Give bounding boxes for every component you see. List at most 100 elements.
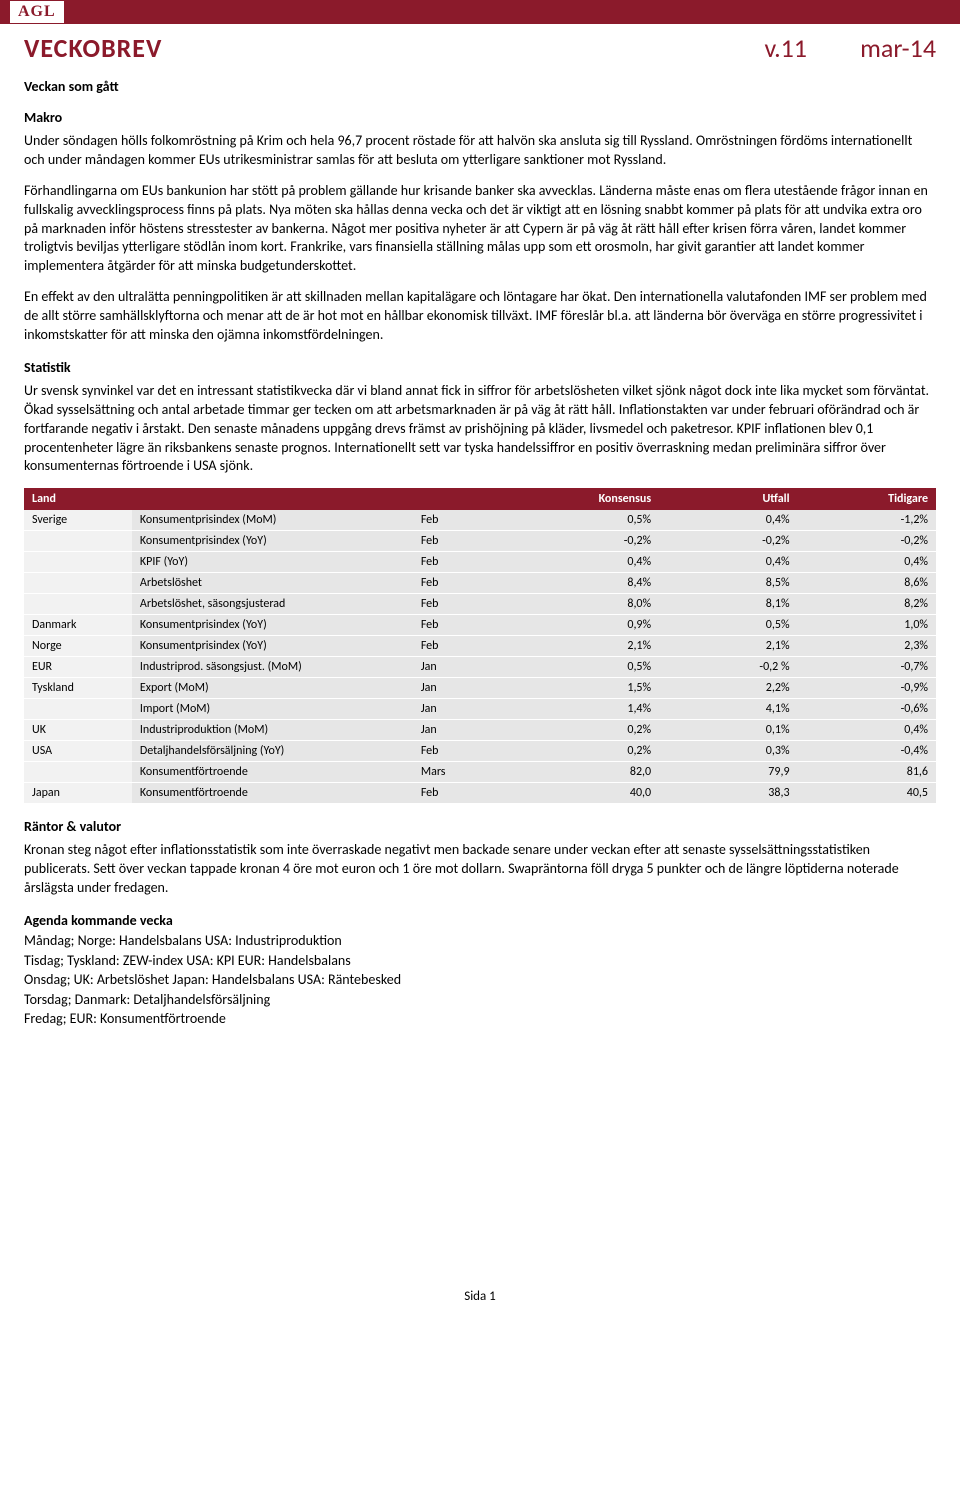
table-cell: 0,4%	[798, 552, 936, 573]
col-konsensus: Konsensus	[490, 488, 659, 510]
section-rantor-header: Räntor & valutor	[24, 818, 936, 835]
table-cell: -0,7%	[798, 657, 936, 678]
table-cell: Konsumentprisindex (YoY)	[132, 636, 413, 657]
document-header: VECKOBREV v.11 mar-14	[24, 32, 936, 64]
table-header-row: Land Konsensus Utfall Tidigare	[24, 488, 936, 510]
table-row: JapanKonsumentförtroendeFeb40,038,340,5	[24, 783, 936, 804]
table-cell: Feb	[413, 531, 490, 552]
col-tidigare: Tidigare	[798, 488, 936, 510]
table-cell: Industriprod. säsongsjust. (MoM)	[132, 657, 413, 678]
table-row: KPIF (YoY)Feb0,4%0,4%0,4%	[24, 552, 936, 573]
table-cell	[24, 699, 132, 720]
table-cell: Arbetslöshet, säsongsjusterad	[132, 594, 413, 615]
table-cell: Jan	[413, 657, 490, 678]
section-statistik-header: Statistik	[24, 359, 936, 376]
table-cell: Danmark	[24, 615, 132, 636]
table-cell: UK	[24, 720, 132, 741]
table-cell: Feb	[413, 573, 490, 594]
table-cell: Konsumentprisindex (MoM)	[132, 510, 413, 531]
table-cell: 79,9	[659, 762, 797, 783]
col-utfall: Utfall	[659, 488, 797, 510]
table-cell: 40,5	[798, 783, 936, 804]
table-cell: Tyskland	[24, 678, 132, 699]
table-cell: 0,5%	[490, 510, 659, 531]
table-cell: 0,5%	[659, 615, 797, 636]
statistik-paragraph: Ur svensk synvinkel var det en intressan…	[24, 382, 936, 476]
table-cell: USA	[24, 741, 132, 762]
table-cell: Feb	[413, 741, 490, 762]
table-cell: 81,6	[798, 762, 936, 783]
table-cell: -0,2 %	[659, 657, 797, 678]
header-bar: AGL	[0, 0, 960, 24]
table-cell: Arbetslöshet	[132, 573, 413, 594]
makro-paragraph-3: En effekt av den ultralätta penningpolit…	[24, 288, 936, 345]
table-cell: 0,5%	[490, 657, 659, 678]
table-cell: Export (MoM)	[132, 678, 413, 699]
table-cell: 0,1%	[659, 720, 797, 741]
section-makro-header: Makro	[24, 109, 936, 126]
table-cell: 2,1%	[659, 636, 797, 657]
rantor-paragraph: Kronan steg något efter inflationsstatis…	[24, 841, 936, 898]
table-cell: Konsumentförtroende	[132, 783, 413, 804]
table-cell: 4,1%	[659, 699, 797, 720]
table-cell: -1,2%	[798, 510, 936, 531]
table-cell: Konsumentprisindex (YoY)	[132, 615, 413, 636]
agenda-line: Måndag; Norge: Handelsbalans USA: Indust…	[24, 931, 936, 951]
table-cell: Jan	[413, 720, 490, 741]
table-cell: 40,0	[490, 783, 659, 804]
table-cell: 38,3	[659, 783, 797, 804]
table-row: Arbetslöshet, säsongsjusteradFeb8,0%8,1%…	[24, 594, 936, 615]
table-cell: Feb	[413, 594, 490, 615]
col-land: Land	[24, 488, 132, 510]
table-cell: Jan	[413, 699, 490, 720]
table-cell: 8,6%	[798, 573, 936, 594]
statistics-table: Land Konsensus Utfall Tidigare SverigeKo…	[24, 488, 936, 804]
table-cell	[24, 552, 132, 573]
table-row: SverigeKonsumentprisindex (MoM)Feb0,5%0,…	[24, 510, 936, 531]
table-cell: 1,0%	[798, 615, 936, 636]
table-row: DanmarkKonsumentprisindex (YoY)Feb0,9%0,…	[24, 615, 936, 636]
table-cell: Feb	[413, 510, 490, 531]
table-row: TysklandExport (MoM)Jan1,5%2,2%-0,9%	[24, 678, 936, 699]
agenda-list: Måndag; Norge: Handelsbalans USA: Indust…	[24, 931, 936, 1029]
logo: AGL	[10, 1, 64, 23]
table-cell: -0,2%	[490, 531, 659, 552]
page-content: VECKOBREV v.11 mar-14 Veckan som gått Ma…	[0, 24, 960, 1324]
table-cell: 0,2%	[490, 720, 659, 741]
agenda-line: Onsdag; UK: Arbetslöshet Japan: Handelsb…	[24, 970, 936, 990]
table-row: KonsumentförtroendeMars82,079,981,6	[24, 762, 936, 783]
table-cell: Jan	[413, 678, 490, 699]
table-cell: 1,4%	[490, 699, 659, 720]
table-cell: 0,4%	[659, 510, 797, 531]
agenda-line: Torsdag; Danmark: Detaljhandelsförsäljni…	[24, 990, 936, 1010]
makro-paragraph-2: Förhandlingarna om EUs bankunion har stö…	[24, 182, 936, 276]
table-cell: -0,2%	[798, 531, 936, 552]
table-row: EURIndustriprod. säsongsjust. (MoM)Jan0,…	[24, 657, 936, 678]
table-cell: Feb	[413, 552, 490, 573]
table-cell	[24, 573, 132, 594]
section-agenda-header: Agenda kommande vecka	[24, 912, 936, 929]
table-row: Konsumentprisindex (YoY)Feb-0,2%-0,2%-0,…	[24, 531, 936, 552]
table-cell: 0,4%	[659, 552, 797, 573]
table-cell: 2,2%	[659, 678, 797, 699]
table-cell	[24, 762, 132, 783]
table-cell: Sverige	[24, 510, 132, 531]
table-cell: 8,0%	[490, 594, 659, 615]
table-cell: 0,9%	[490, 615, 659, 636]
col-indicator	[132, 488, 413, 510]
table-cell: Mars	[413, 762, 490, 783]
table-cell: Konsumentförtroende	[132, 762, 413, 783]
table-cell: Detaljhandelsförsäljning (YoY)	[132, 741, 413, 762]
document-version: v.11	[764, 32, 807, 64]
document-date: mar-14	[860, 32, 936, 64]
table-cell: 8,4%	[490, 573, 659, 594]
table-cell: 0,4%	[490, 552, 659, 573]
table-cell: 0,4%	[798, 720, 936, 741]
table-cell: -0,9%	[798, 678, 936, 699]
table-cell: 8,2%	[798, 594, 936, 615]
makro-paragraph-1: Under söndagen hölls folkomröstning på K…	[24, 132, 936, 170]
table-cell: 0,2%	[490, 741, 659, 762]
table-cell: KPIF (YoY)	[132, 552, 413, 573]
table-cell: Feb	[413, 615, 490, 636]
table-cell: 0,3%	[659, 741, 797, 762]
